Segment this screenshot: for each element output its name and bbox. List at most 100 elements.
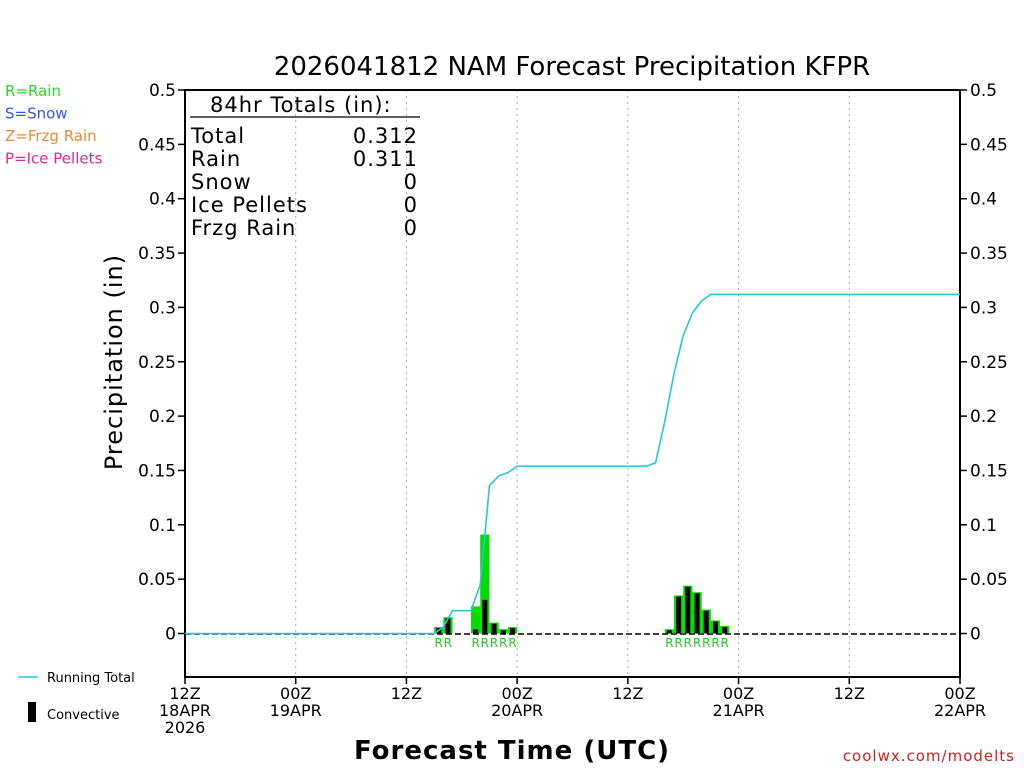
x-tick-label: 20APR <box>491 701 543 720</box>
y-tick-label-left: 0 <box>165 625 176 645</box>
convective-bar-6 <box>510 628 516 634</box>
ptype-label-9: R <box>684 636 692 650</box>
running-total-legend-label: Running Total <box>47 671 135 686</box>
chart-title: 2026041812 NAM Forecast Precipitation KF… <box>274 52 870 82</box>
ptype-label-12: R <box>711 636 719 650</box>
ptype-label-4: R <box>490 636 498 650</box>
convective-bar-9 <box>685 586 691 634</box>
x-tick-label: 12Z <box>612 684 643 703</box>
convective-bar-10 <box>694 593 700 634</box>
convective-bar-11 <box>703 610 709 634</box>
y-tick-label-right: 0.35 <box>970 244 1008 264</box>
y-tick-label-right: 0.1 <box>970 516 997 536</box>
convective-bar-8 <box>676 596 682 634</box>
ptype-label-3: R <box>481 636 489 650</box>
y-tick-label-left: 0.45 <box>138 135 176 155</box>
totals-row-value: 0 <box>404 216 418 240</box>
x-tick-label: 12Z <box>391 684 422 703</box>
running-total-line <box>185 293 960 635</box>
x-tick-label: 00Z <box>280 684 311 703</box>
x-tick-label: 21APR <box>713 701 765 720</box>
totals-row-value: 0.312 <box>353 124 418 148</box>
x-axis-label: Forecast Time (UTC) <box>354 736 670 766</box>
y-tick-label-left: 0.3 <box>149 298 176 318</box>
y-axis-right: 0 0.05 0.1 0.15 0.2 0.25 0.3 0.35 0.4 0.45 0.5 <box>960 81 1008 645</box>
ptype-label-10: R <box>693 636 701 650</box>
x-tick-label: 22APR <box>934 701 986 720</box>
y-tick-label-right: 0.45 <box>970 135 1008 155</box>
totals-row-value: 0 <box>404 170 418 194</box>
rain-bar-2 <box>471 606 481 634</box>
convective-bar-7 <box>666 630 672 634</box>
convective-bar-3 <box>482 599 488 634</box>
ptype-label-5: R <box>499 636 507 650</box>
convective-legend-swatch <box>28 702 36 722</box>
y-tick-label-right: 0 <box>970 625 981 645</box>
totals-row-label: Frzg Rain <box>191 216 296 240</box>
y-tick-label-right: 0.05 <box>970 570 1008 590</box>
totals-rows: Total 0.312 Rain 0.311 Snow 0 Ice Pellets 0 Frzg… <box>190 124 418 240</box>
grid-lines <box>295 90 850 677</box>
totals-row-label: Rain <box>191 147 241 171</box>
ptype-key-item: P=Ice Pellets <box>5 150 102 168</box>
x-tick-label: 18APR <box>159 701 211 720</box>
convective-bar-1 <box>445 618 451 634</box>
ptype-label-8: R <box>674 636 682 650</box>
ptype-label-2: R <box>471 636 479 650</box>
ptype-label-7: R <box>665 636 673 650</box>
convective-bar-12 <box>713 621 719 634</box>
ptype-label-11: R <box>702 636 710 650</box>
x-tick-label: 2026 <box>165 718 206 737</box>
precip-type-key: R=Rain S=Snow Z=Frzg Rain P=Ice Pellets <box>5 82 102 168</box>
convective-bar-4 <box>491 623 497 634</box>
y-tick-label-right: 0.3 <box>970 298 997 318</box>
rain-bar-3 <box>480 534 490 634</box>
totals-row-value: 0 <box>404 193 418 217</box>
precip-bars <box>434 534 730 634</box>
y-tick-label-right: 0.5 <box>970 81 997 101</box>
y-axis-label: Precipitation (in) <box>100 254 128 470</box>
ptype-label-13: R <box>721 636 729 650</box>
y-tick-label-left: 0.35 <box>138 244 176 264</box>
ptype-key-item: R=Rain <box>5 82 61 100</box>
convective-bar-13 <box>722 626 728 634</box>
x-tick-label: 12Z <box>834 684 865 703</box>
ptype-label-6: R <box>508 636 516 650</box>
y-tick-label-right: 0.25 <box>970 353 1008 373</box>
totals-row-label: Total <box>190 124 245 148</box>
convective-bar-2 <box>473 629 479 634</box>
x-tick-label: 19APR <box>270 701 322 720</box>
totals-box: 84hr Totals (in): Total 0.312 Rain 0.311 Sno… <box>190 93 420 240</box>
totals-row-label: Snow <box>191 170 252 194</box>
ptype-label-0: R <box>435 636 443 650</box>
y-tick-label-right: 0.4 <box>970 190 997 210</box>
convective-bar-5 <box>500 630 506 634</box>
ptype-label-1: R <box>444 636 452 650</box>
y-tick-label-right: 0.2 <box>970 407 997 427</box>
credit-text: coolwx.com/modelts <box>843 747 1015 765</box>
x-tick-label: 12Z <box>169 684 200 703</box>
x-tick-label: 00Z <box>501 684 532 703</box>
y-tick-label-left: 0.2 <box>149 407 176 427</box>
y-tick-label-left: 0.1 <box>149 516 176 536</box>
totals-row-label: Ice Pellets <box>191 193 308 217</box>
y-axis-left: 0 0.05 0.1 0.15 0.2 0.25 0.3 0.35 0.4 0.45 0.5 <box>138 81 185 645</box>
x-tick-label: 00Z <box>723 684 754 703</box>
y-tick-label-left: 0.25 <box>138 353 176 373</box>
ptype-key-item: S=Snow <box>5 105 68 123</box>
y-tick-label-left: 0.4 <box>149 190 176 210</box>
x-tick-label: 00Z <box>944 684 975 703</box>
totals-header: 84hr Totals (in): <box>210 93 392 117</box>
totals-row-value: 0.311 <box>353 147 418 171</box>
convective-legend-label: Convective <box>47 708 120 723</box>
y-tick-label-right: 0.15 <box>970 461 1008 481</box>
y-tick-label-left: 0.05 <box>138 570 176 590</box>
ptype-key-item: Z=Frzg Rain <box>5 127 97 145</box>
y-tick-label-left: 0.15 <box>138 461 176 481</box>
plot-frame <box>184 89 961 678</box>
y-tick-label-left: 0.5 <box>149 81 176 101</box>
legend: Running Total Convective <box>18 671 135 723</box>
